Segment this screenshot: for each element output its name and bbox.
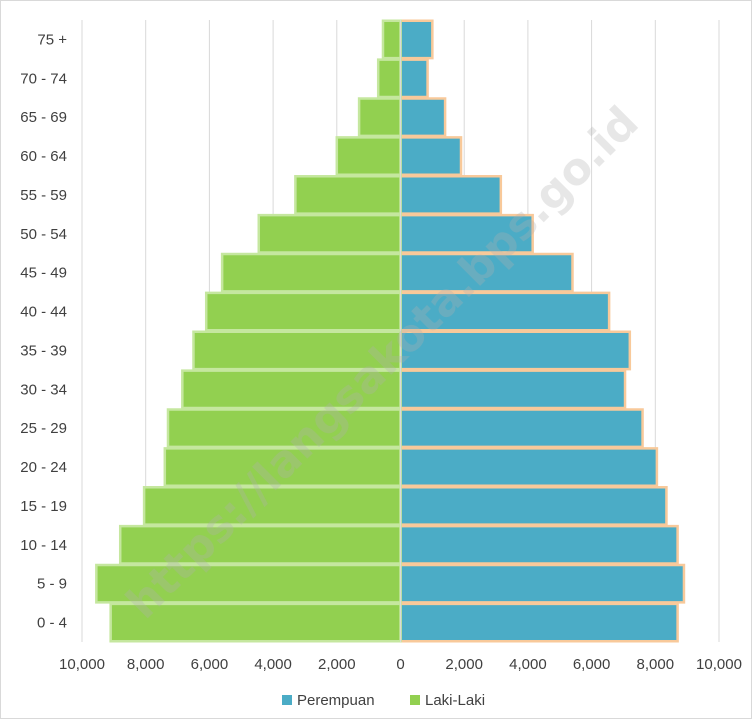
bar-laki-laki — [220, 252, 402, 293]
bar-perempuan — [399, 19, 434, 60]
bar-laki-laki — [357, 97, 402, 138]
x-tick-label: 2,000 — [445, 656, 483, 673]
category-label: 20 - 24 — [20, 459, 67, 476]
category-label: 0 - 4 — [37, 615, 67, 632]
category-labels: 0 - 4 5 - 9 10 - 14 15 - 19 20 - 24 25 - 29 30… — [20, 31, 67, 631]
x-tick-label: 10,000 — [696, 656, 742, 673]
category-label: 35 - 39 — [20, 342, 67, 359]
category-label: 60 - 64 — [20, 148, 67, 165]
x-tick-label: 4,000 — [509, 656, 547, 673]
legend-label-laki-laki: Laki-Laki — [425, 692, 485, 709]
bar-laki-laki — [381, 19, 402, 60]
bar-perempuan — [399, 486, 668, 526]
x-tick-label: 2,000 — [318, 656, 356, 673]
category-label: 15 - 19 — [20, 498, 67, 515]
category-label: 55 - 59 — [20, 187, 67, 204]
x-tick-label: 10,000 — [59, 656, 105, 673]
x-tick-label: 6,000 — [573, 656, 611, 673]
category-label: 65 - 69 — [20, 109, 67, 126]
bar-perempuan — [399, 213, 534, 254]
category-label: 45 - 49 — [20, 265, 67, 282]
legend: Perempuan Laki-Laki — [282, 692, 485, 709]
bars — [95, 19, 686, 643]
category-label: 25 - 29 — [20, 420, 67, 437]
category-label: 40 - 44 — [20, 304, 67, 321]
bar-perempuan — [399, 97, 447, 138]
x-tick-label: 4,000 — [254, 656, 292, 673]
bar-laki-laki — [166, 408, 402, 449]
bar-laki-laki — [192, 330, 402, 371]
bar-perempuan — [399, 602, 679, 643]
bar-perempuan — [399, 175, 503, 215]
x-tick-label: 8,000 — [127, 656, 165, 673]
bar-laki-laki — [95, 563, 402, 604]
x-tick-labels: 10,000 8,000 6,000 4,000 2,000 0 2,000 4,000 6,0… — [59, 656, 742, 673]
bar-perempuan — [399, 524, 679, 565]
bar-perempuan — [399, 447, 659, 487]
x-tick-label: 6,000 — [191, 656, 229, 673]
bar-perempuan — [399, 369, 627, 410]
x-tick-label: 0 — [396, 656, 404, 673]
bar-laki-laki — [257, 213, 402, 254]
category-label: 30 - 34 — [20, 381, 67, 398]
bar-laki-laki — [204, 291, 402, 332]
bar-perempuan — [399, 408, 644, 449]
bar-perempuan — [399, 563, 686, 604]
legend-swatch-laki-laki — [410, 695, 420, 705]
bar-laki-laki — [376, 58, 402, 99]
legend-swatch-perempuan — [282, 695, 292, 705]
bar-laki-laki — [109, 602, 402, 643]
x-tick-label: 8,000 — [637, 656, 675, 673]
bar-perempuan — [399, 136, 463, 176]
category-label: 5 - 9 — [37, 576, 67, 593]
category-label: 75 + — [37, 31, 67, 48]
bar-perempuan — [399, 330, 632, 371]
bar-laki-laki — [118, 524, 402, 565]
bar-perempuan — [399, 58, 429, 99]
legend-label-perempuan: Perempuan — [297, 692, 375, 709]
bar-laki-laki — [335, 136, 402, 176]
bar-laki-laki — [294, 175, 402, 215]
bar-laki-laki — [181, 369, 402, 410]
category-label: 70 - 74 — [20, 70, 67, 87]
category-label: 50 - 54 — [20, 226, 67, 243]
category-label: 10 - 14 — [20, 537, 67, 554]
